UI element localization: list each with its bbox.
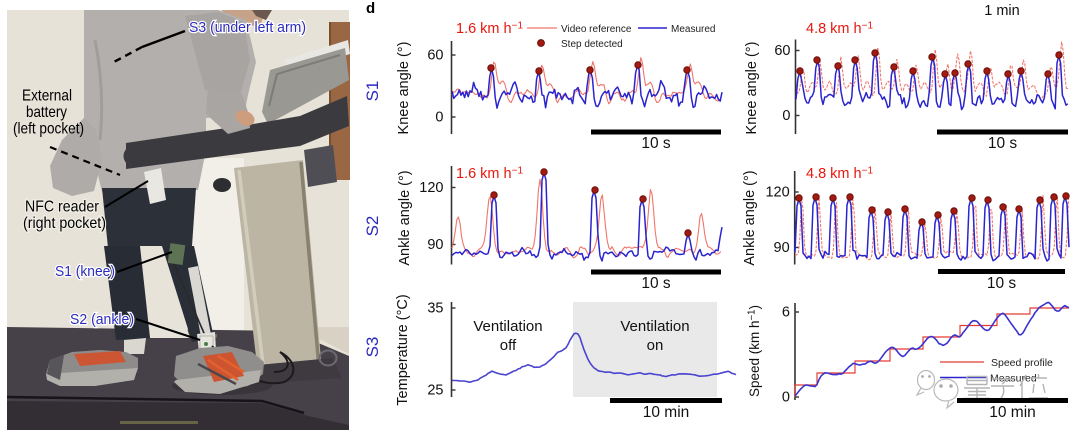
svg-text:S2: S2	[363, 216, 382, 237]
svg-text:1.6 km h−1: 1.6 km h−1	[456, 21, 523, 38]
svg-text:S1 (knee): S1 (knee)	[55, 263, 115, 280]
svg-text:60: 60	[427, 48, 443, 64]
svg-text:off: off	[500, 337, 517, 354]
svg-text:10 min: 10 min	[643, 404, 690, 421]
svg-text:Step detected: Step detected	[561, 39, 623, 50]
svg-text:S3 (under left arm): S3 (under left arm)	[189, 19, 306, 36]
svg-text:on: on	[647, 337, 664, 354]
svg-text:4.8 km h−1: 4.8 km h−1	[806, 166, 873, 183]
svg-text:120: 120	[419, 180, 443, 196]
svg-text:0: 0	[782, 390, 790, 406]
svg-text:10 s: 10 s	[988, 135, 1018, 152]
svg-text:NFC reader: NFC reader	[25, 199, 100, 216]
svg-text:4.8 km h−1: 4.8 km h−1	[806, 21, 873, 38]
svg-text:S3: S3	[363, 337, 382, 358]
svg-text:Knee angle (°): Knee angle (°)	[396, 42, 412, 135]
svg-text:(right pocket): (right pocket)	[23, 215, 106, 232]
svg-text:d: d	[366, 0, 375, 17]
svg-text:Ventilation: Ventilation	[620, 318, 689, 335]
svg-text:Video reference: Video reference	[561, 24, 632, 35]
svg-text:120: 120	[765, 185, 789, 201]
svg-text:10 s: 10 s	[641, 135, 671, 152]
svg-text:60: 60	[774, 43, 790, 59]
svg-text:Ankle angle (°): Ankle angle (°)	[397, 170, 413, 265]
svg-text:Measured: Measured	[671, 24, 715, 35]
svg-text:10 s: 10 s	[641, 275, 671, 292]
svg-text:External: External	[22, 88, 72, 105]
svg-text:0: 0	[435, 110, 443, 126]
svg-text:0: 0	[782, 108, 790, 124]
svg-text:Ankle angle (°): Ankle angle (°)	[742, 170, 758, 265]
svg-text:Ventilation: Ventilation	[473, 318, 542, 335]
svg-text:35: 35	[427, 301, 443, 317]
svg-text:(left pocket): (left pocket)	[13, 121, 84, 138]
svg-text:S1: S1	[363, 81, 382, 102]
svg-text:1.6 km h−1: 1.6 km h−1	[456, 166, 523, 183]
svg-text:25: 25	[427, 383, 443, 399]
svg-text:90: 90	[774, 240, 790, 256]
svg-text:10 min: 10 min	[989, 404, 1036, 421]
svg-text:Speed profile: Speed profile	[991, 357, 1053, 369]
svg-text:S2 (ankle): S2 (ankle)	[70, 311, 134, 328]
svg-text:battery: battery	[26, 104, 67, 121]
svg-text:90: 90	[427, 237, 443, 253]
svg-text:Speed (km h−1): Speed (km h−1)	[747, 305, 763, 397]
svg-text:6: 6	[782, 305, 790, 321]
svg-text:1 min: 1 min	[984, 3, 1019, 19]
svg-text:Temperature (°C): Temperature (°C)	[395, 294, 411, 405]
svg-text:Knee angle (°): Knee angle (°)	[744, 42, 760, 135]
svg-text:10 s: 10 s	[987, 275, 1017, 292]
